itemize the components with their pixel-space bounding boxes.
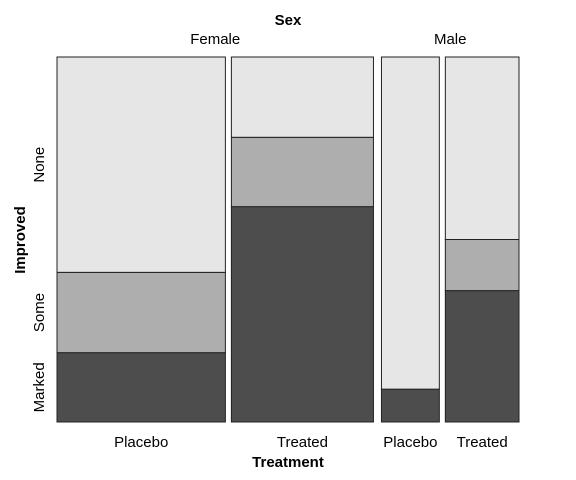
cell-female-placebo-marked <box>56 352 226 423</box>
cell-male-treated-marked <box>444 290 520 423</box>
level-label-some: Some <box>31 293 48 332</box>
cells-layer: o <box>56 56 520 423</box>
column-label-female-treated: Treated <box>277 434 328 451</box>
top-variable-title: Sex <box>275 12 302 29</box>
cell-male-treated-none <box>444 56 520 240</box>
cell-female-placebo-none <box>56 56 226 273</box>
panel-label-female: Female <box>190 31 240 48</box>
cell-female-treated-marked <box>230 206 374 423</box>
column-label-female-placebo: Placebo <box>114 434 168 451</box>
panel-label-male: Male <box>434 31 467 48</box>
level-label-marked: Marked <box>31 362 48 412</box>
level-label-none: None <box>31 147 48 183</box>
labels-layer: Sex Treatment Improved Placebo Treated Fem… <box>12 12 508 471</box>
column-label-male-placebo: Placebo <box>383 434 437 451</box>
cell-male-treated-some <box>444 239 520 292</box>
cell-female-treated-some <box>230 136 374 208</box>
cell-female-placebo-some <box>56 271 226 354</box>
cell-male-placebo-none <box>380 56 440 390</box>
x-axis-title: Treatment <box>252 454 324 471</box>
cell-female-treated-none <box>230 56 374 138</box>
column-label-male-treated: Treated <box>457 434 508 451</box>
cell-male-placebo-marked <box>380 388 440 423</box>
y-axis-title: Improved <box>12 206 29 274</box>
